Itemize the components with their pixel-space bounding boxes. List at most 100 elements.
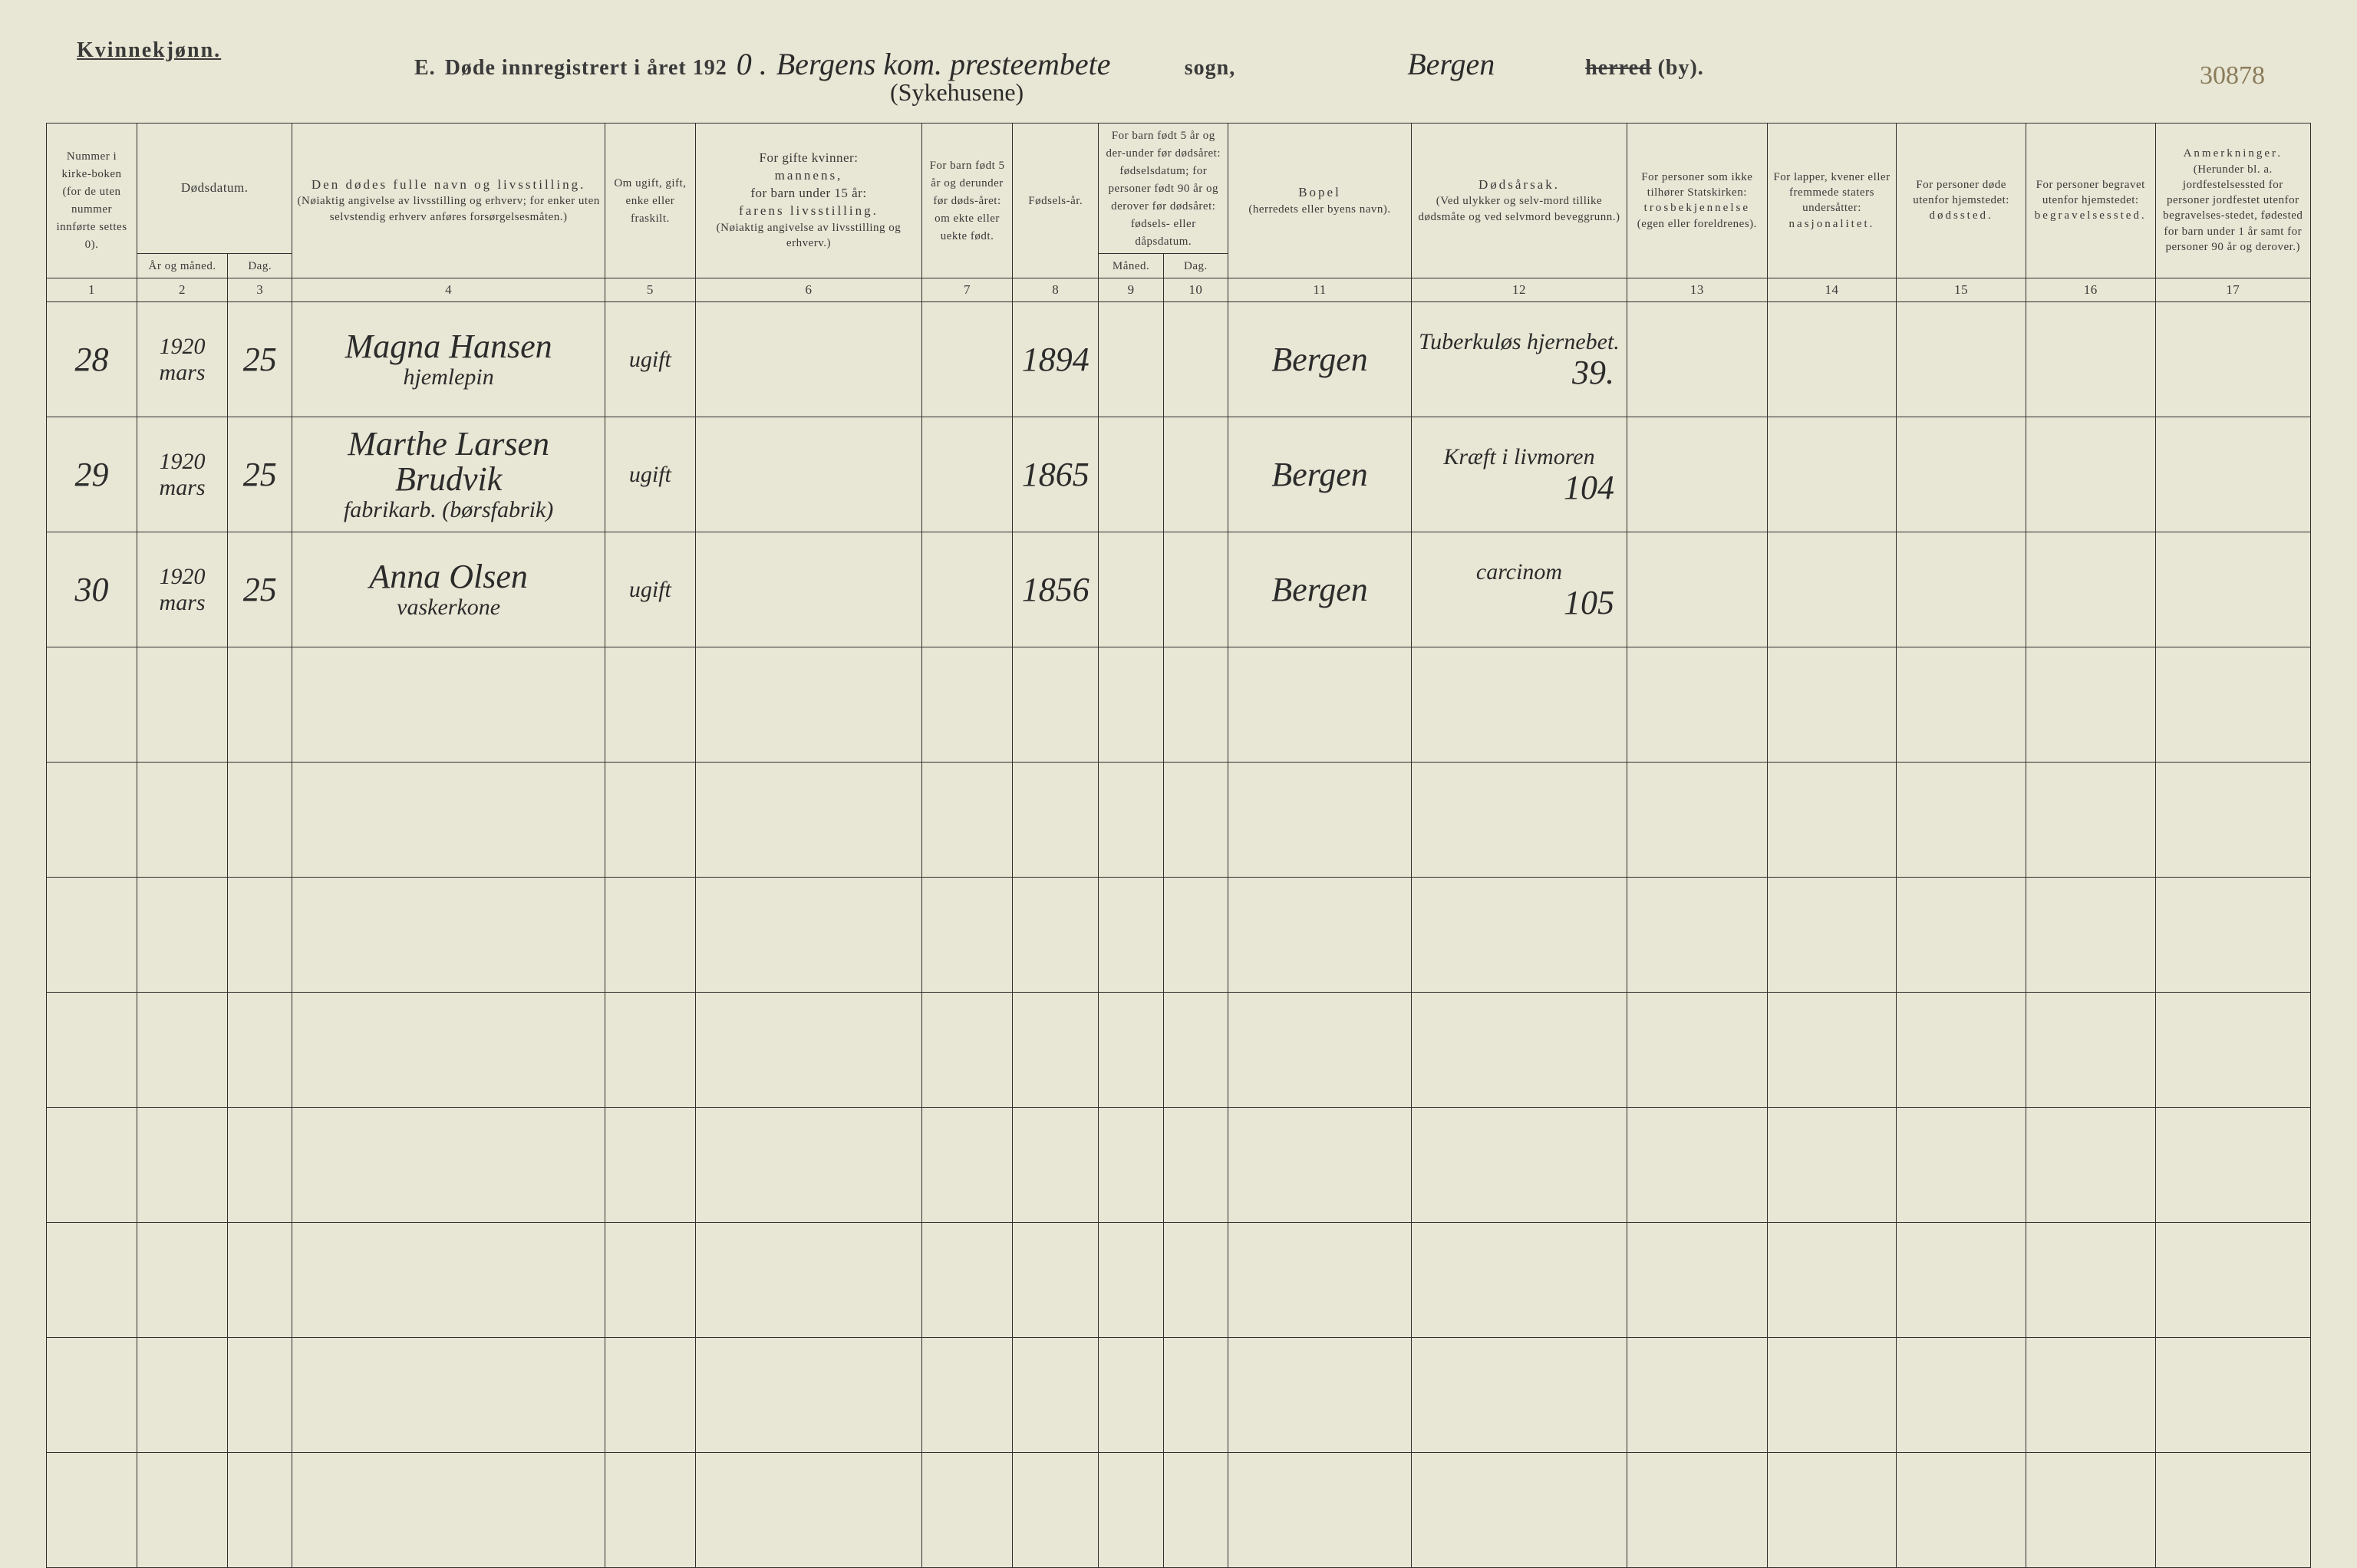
col-number: 7 [922, 278, 1013, 302]
cell: 1920mars [137, 532, 228, 647]
col-number: 8 [1013, 278, 1099, 302]
table-row: 281920mars25Magna Hansenhjemlepinugift18… [47, 302, 2311, 417]
table-row-empty [47, 1338, 2311, 1453]
cell-empty [292, 647, 605, 763]
cell: 28 [47, 302, 137, 417]
table-row-empty [47, 878, 2311, 993]
cell: Tuberkuløs hjernebet.39. [1411, 302, 1627, 417]
hdr-col12-l2: (Ved ulykker og selv-mord tillike dødsmå… [1416, 193, 1622, 225]
cell-empty [1897, 763, 2026, 878]
cell-empty [605, 1223, 695, 1338]
cell-empty [1228, 878, 1412, 993]
hdr-col15-l2: dødssted. [1901, 208, 2021, 223]
cell-empty [1897, 1223, 2026, 1338]
cell-empty [292, 878, 605, 993]
cell-empty [1163, 1453, 1228, 1568]
cell [1163, 417, 1228, 532]
cell [1767, 532, 1897, 647]
cell-empty [1099, 1223, 1163, 1338]
cell-empty [228, 1108, 292, 1223]
cell-empty [1099, 993, 1163, 1108]
cell: Magna Hansenhjemlepin [292, 302, 605, 417]
cell-empty [1411, 1223, 1627, 1338]
hdr-col16-l1: For personer begravet utenfor hjemstedet… [2031, 177, 2151, 209]
herred-handwritten: Bergen [1407, 46, 1576, 82]
cell-empty [1013, 1453, 1099, 1568]
cell-empty [137, 647, 228, 763]
cell-empty [2026, 1223, 2155, 1338]
cell-empty [605, 763, 695, 878]
cell-empty [137, 1108, 228, 1223]
cell-empty [1228, 763, 1412, 878]
cell-empty [1163, 878, 1228, 993]
cell: carcinom105 [1411, 532, 1627, 647]
cell-empty [228, 1338, 292, 1453]
cell-empty [1099, 1338, 1163, 1453]
cell-empty [922, 993, 1013, 1108]
cell-empty [922, 1108, 1013, 1223]
cell-empty [1897, 1338, 2026, 1453]
cell-empty [1897, 1108, 2026, 1223]
cell-empty [1627, 993, 1768, 1108]
hdr-col6-l1: For gifte kvinner: [701, 150, 917, 167]
cell [922, 302, 1013, 417]
cell-empty [605, 1338, 695, 1453]
cell [922, 532, 1013, 647]
cell-empty [1099, 1453, 1163, 1568]
cell-empty [922, 1338, 1013, 1453]
cell-empty [228, 993, 292, 1108]
cell: ugift [605, 532, 695, 647]
cell-empty [1411, 763, 1627, 878]
table-row-empty [47, 993, 2311, 1108]
hdr-col6-l4: farens livsstilling. [701, 203, 917, 220]
hdr-col9: Måned. [1099, 253, 1163, 278]
cell [1767, 302, 1897, 417]
cell: 25 [228, 417, 292, 532]
cell-empty [1163, 763, 1228, 878]
cell [1767, 417, 1897, 532]
cell-empty [695, 1453, 921, 1568]
cell [1897, 302, 2026, 417]
hdr-col15: For personer døde utenfor hjemstedet: dø… [1897, 124, 2026, 278]
hdr-col6-l5: (Nøiaktig angivelse av livsstilling og e… [701, 220, 917, 252]
cell: 1865 [1013, 417, 1099, 532]
cell-empty [292, 1223, 605, 1338]
cell-empty [1163, 993, 1228, 1108]
cell-empty [2155, 878, 2310, 993]
cell-empty [1897, 878, 2026, 993]
table-row: 291920mars25Marthe Larsen Brudvikfabrika… [47, 417, 2311, 532]
page-number: 30878 [2200, 61, 2265, 91]
cell [695, 417, 921, 532]
col-number: 17 [2155, 278, 2310, 302]
hdr-col10: Dag. [1163, 253, 1228, 278]
sogn-label: sogn, [1185, 56, 1235, 81]
cell-empty [2155, 763, 2310, 878]
cell [2026, 302, 2155, 417]
cell-empty [1411, 647, 1627, 763]
cell-empty [292, 1453, 605, 1568]
cell-empty [1163, 1223, 1228, 1338]
cell-empty [1013, 993, 1099, 1108]
cell-empty [1099, 1108, 1163, 1223]
cell-empty [1013, 1223, 1099, 1338]
cell-empty [1411, 993, 1627, 1108]
col-number: 2 [137, 278, 228, 302]
hdr-col9-10: For barn født 5 år og der-under før døds… [1099, 124, 1228, 254]
cell-empty [1099, 763, 1163, 878]
cell-empty [2026, 878, 2155, 993]
hdr-col7: For barn født 5 år og derunder før døds-… [922, 124, 1013, 278]
hdr-col13-l1: For personer som ikke tilhører Statskirk… [1632, 170, 1762, 201]
table-row-empty [47, 1108, 2311, 1223]
col-number: 15 [1897, 278, 2026, 302]
cell-empty [1627, 763, 1768, 878]
cell-empty [695, 878, 921, 993]
cell: Marthe Larsen Brudvikfabrikarb. (børsfab… [292, 417, 605, 532]
cell: 29 [47, 417, 137, 532]
cell-empty [1627, 1453, 1768, 1568]
cell-empty [1163, 1338, 1228, 1453]
hdr-col4-l1: Den dødes fulle navn og livsstilling. [297, 176, 600, 194]
cell-empty [137, 1223, 228, 1338]
cell-empty [1767, 1108, 1897, 1223]
cell-empty [2026, 1108, 2155, 1223]
table-row-empty [47, 763, 2311, 878]
